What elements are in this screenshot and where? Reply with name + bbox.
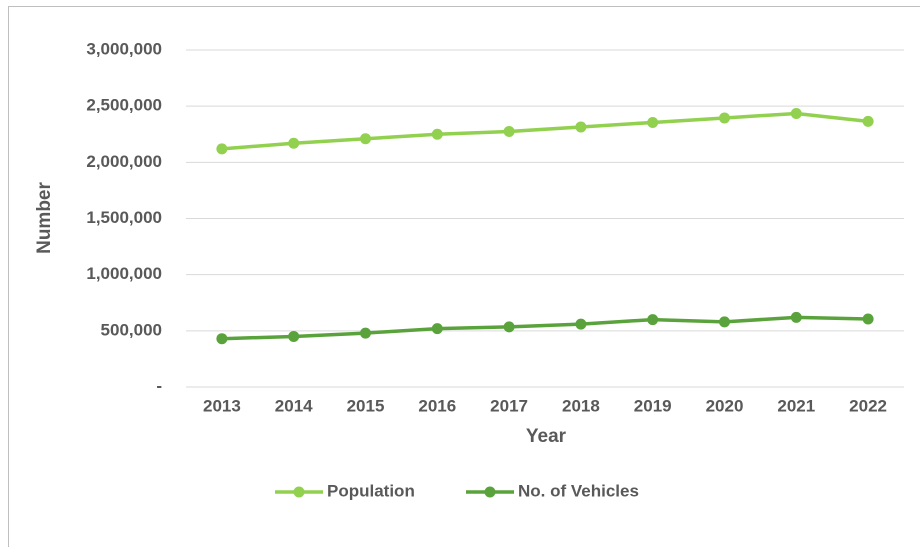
data-point xyxy=(431,128,443,140)
x-tick-label: 2016 xyxy=(418,396,456,415)
data-point xyxy=(647,314,659,326)
y-tick-label: 3,000,000 xyxy=(86,39,162,58)
data-point xyxy=(862,115,874,127)
y-axis-title: Number xyxy=(34,182,55,254)
data-point xyxy=(790,311,802,323)
y-tick-label: 500,000 xyxy=(101,320,162,339)
x-axis-title: Year xyxy=(526,426,567,447)
x-tick-label: 2022 xyxy=(849,396,887,415)
data-point xyxy=(719,112,730,124)
data-point xyxy=(790,107,802,119)
data-point xyxy=(360,327,371,339)
legend-label: No. of Vehicles xyxy=(518,481,639,500)
y-tick-label: 1,000,000 xyxy=(86,264,162,283)
chart-frame xyxy=(8,6,920,547)
series-line xyxy=(221,315,869,341)
x-tick-label: 2013 xyxy=(203,396,241,415)
data-point xyxy=(216,333,228,345)
y-tick-label: 2,500,000 xyxy=(86,96,162,115)
x-tick-label: 2015 xyxy=(347,396,385,415)
data-point xyxy=(431,323,443,335)
data-point xyxy=(575,121,587,133)
data-point xyxy=(216,143,228,155)
series-line xyxy=(221,111,869,151)
data-point xyxy=(503,125,515,137)
legend-label: Population xyxy=(327,481,415,500)
x-tick-label: 2021 xyxy=(777,396,815,415)
data-point xyxy=(288,137,300,149)
data-point xyxy=(575,318,587,330)
y-tick-label: 2,000,000 xyxy=(86,152,162,171)
data-point xyxy=(647,116,659,128)
data-point xyxy=(862,313,874,325)
x-tick-label: 2014 xyxy=(275,396,313,415)
x-tick-label: 2017 xyxy=(490,396,528,415)
x-tick-label: 2020 xyxy=(706,396,744,415)
y-tick-label: - xyxy=(156,376,162,395)
x-tick-label: 2018 xyxy=(562,396,600,415)
data-point xyxy=(719,316,730,328)
y-tick-label: 1,500,000 xyxy=(86,208,162,227)
data-point xyxy=(288,330,300,342)
legend-marker xyxy=(293,486,305,498)
x-tick-label: 2019 xyxy=(634,396,672,415)
data-point xyxy=(503,321,515,333)
data-point xyxy=(360,133,371,145)
legend-marker xyxy=(484,486,496,498)
